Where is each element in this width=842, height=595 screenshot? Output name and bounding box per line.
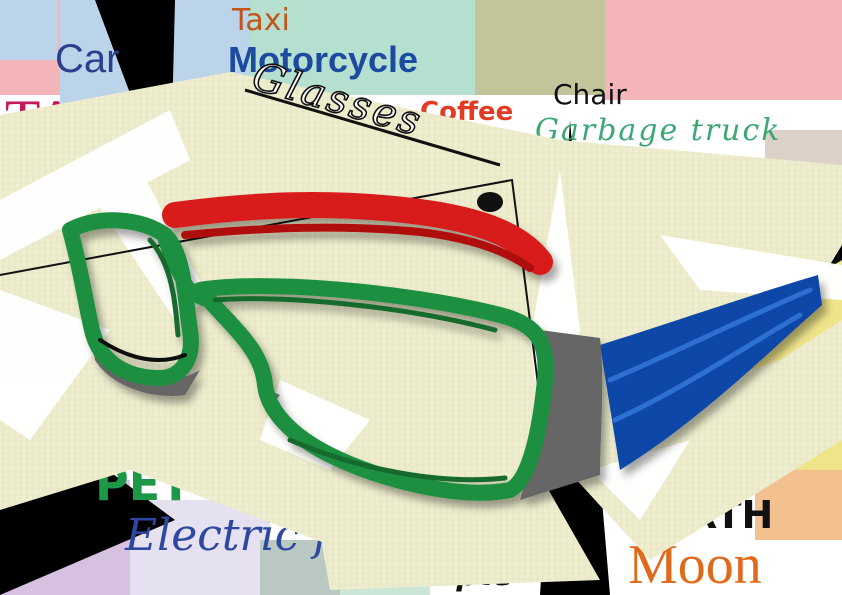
word-taxi: Taxi — [231, 3, 290, 38]
red-temple — [162, 192, 553, 275]
word-chair: Chair — [553, 78, 627, 111]
left-lens-frame — [62, 212, 199, 386]
blue-temple — [600, 275, 822, 470]
right-lens-frame — [192, 278, 554, 501]
word-motorcycle: Motorcycle — [228, 39, 418, 80]
dot-marker — [477, 192, 503, 212]
eyeglasses-drawing — [62, 192, 822, 501]
word-car: Car — [55, 37, 119, 81]
